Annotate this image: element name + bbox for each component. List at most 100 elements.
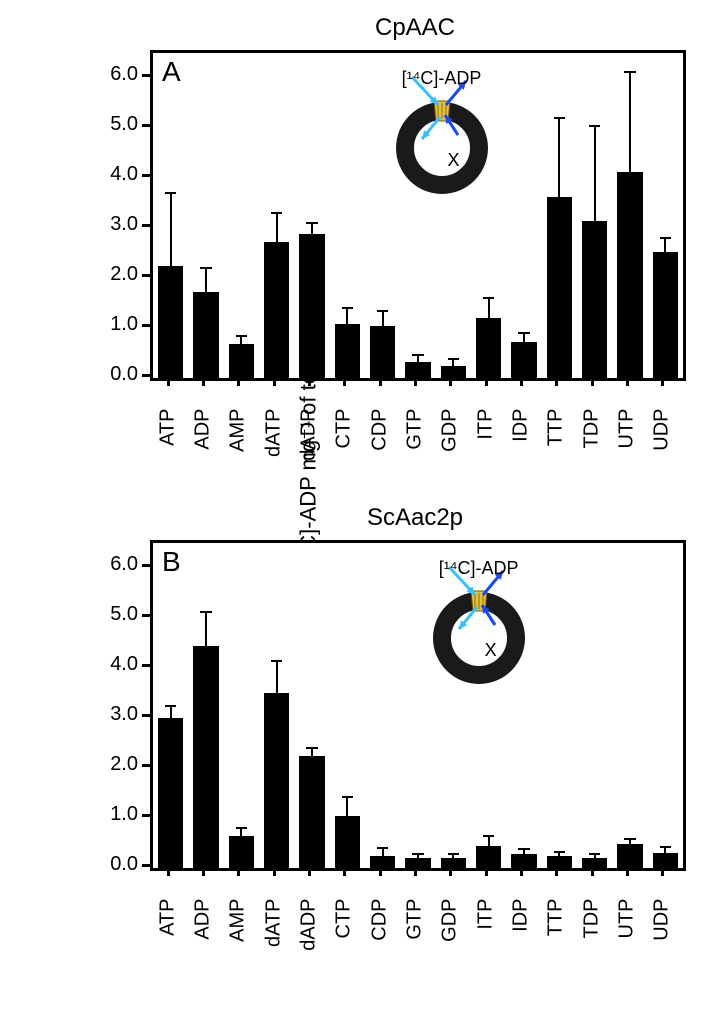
bar-TDP <box>582 221 607 379</box>
bar-dADP <box>299 234 324 378</box>
y-tick <box>142 764 150 767</box>
error-cap <box>236 827 247 829</box>
x-tick-label: dATP <box>262 899 285 999</box>
y-tick <box>142 614 150 617</box>
bar-UTP <box>617 844 642 868</box>
bar-GTP <box>405 858 430 868</box>
x-tick <box>202 868 205 876</box>
y-tick <box>142 564 150 567</box>
error-cap <box>165 705 176 707</box>
x-tick <box>167 868 170 876</box>
bar-AMP <box>229 836 254 869</box>
error-bar <box>382 311 384 326</box>
bar-CDP <box>370 856 395 869</box>
y-tick-label: 5.0 <box>92 113 138 136</box>
x-tick <box>555 378 558 386</box>
error-bar <box>629 72 631 172</box>
error-cap <box>554 851 565 853</box>
x-tick <box>520 378 523 386</box>
bar-CTP <box>335 816 360 869</box>
x-tick-label: GTP <box>404 409 427 509</box>
x-tick-label: dADP <box>298 409 321 509</box>
error-cap <box>412 354 423 356</box>
x-tick-label: CTP <box>333 899 356 999</box>
y-tick-label: 2.0 <box>92 753 138 776</box>
bar-UDP <box>653 252 678 378</box>
y-tick-label: 6.0 <box>92 553 138 576</box>
bar-GDP <box>441 858 466 868</box>
y-tick-label: 0.0 <box>92 363 138 386</box>
error-cap <box>412 853 423 855</box>
x-tick-label: GDP <box>439 409 462 509</box>
x-tick <box>237 868 240 876</box>
x-tick <box>414 868 417 876</box>
x-tick <box>449 378 452 386</box>
y-tick <box>142 374 150 377</box>
x-tick <box>591 378 594 386</box>
error-cap <box>200 611 211 613</box>
x-tick <box>308 868 311 876</box>
bar-UDP <box>653 853 678 868</box>
x-tick <box>485 378 488 386</box>
y-tick <box>142 814 150 817</box>
x-tick-label: GTP <box>404 899 427 999</box>
x-tick <box>379 378 382 386</box>
inset-x-label: X <box>485 640 497 661</box>
bar-IDP <box>511 854 536 868</box>
error-cap <box>518 332 529 334</box>
bar-TDP <box>582 858 607 868</box>
error-cap <box>589 853 600 855</box>
x-tick-label: TDP <box>580 409 603 509</box>
x-tick-label: UTP <box>616 899 639 999</box>
y-tick-label: 5.0 <box>92 603 138 626</box>
error-bar <box>558 118 560 197</box>
figure: Initial uptake rate (nmol [¹⁴C]-ADP mg⁻¹… <box>0 0 728 1016</box>
x-tick-label: IDP <box>510 409 533 509</box>
bar-AMP <box>229 344 254 378</box>
error-cap <box>306 222 317 224</box>
x-tick <box>237 378 240 386</box>
panel-title: CpAAC <box>150 14 680 42</box>
bar-ATP <box>158 718 183 868</box>
bar-ITP <box>476 318 501 378</box>
x-tick-label: CTP <box>333 409 356 509</box>
bar-TTP <box>547 856 572 869</box>
y-tick-label: 3.0 <box>92 213 138 236</box>
y-tick-label: 0.0 <box>92 853 138 876</box>
y-tick-label: 1.0 <box>92 803 138 826</box>
error-bar <box>382 848 384 856</box>
panel-letter: A <box>162 56 181 88</box>
panel-title: ScAac2p <box>150 504 680 532</box>
x-tick <box>626 378 629 386</box>
error-cap <box>200 267 211 269</box>
x-tick-label: TTP <box>545 409 568 509</box>
x-tick-label: IDP <box>510 899 533 999</box>
error-cap <box>306 747 317 749</box>
x-tick <box>202 378 205 386</box>
bar-GTP <box>405 362 430 378</box>
y-tick <box>142 174 150 177</box>
error-cap <box>518 848 529 850</box>
y-tick <box>142 664 150 667</box>
error-bar <box>664 238 666 252</box>
y-tick <box>142 74 150 77</box>
y-tick-label: 4.0 <box>92 163 138 186</box>
error-bar <box>240 336 242 345</box>
error-bar <box>417 355 419 363</box>
error-cap <box>448 853 459 855</box>
x-tick <box>591 868 594 876</box>
x-tick <box>449 868 452 876</box>
error-bar <box>205 268 207 292</box>
y-tick-label: 2.0 <box>92 263 138 286</box>
error-bar <box>523 333 525 342</box>
error-bar <box>240 828 242 836</box>
error-cap <box>377 310 388 312</box>
error-bar <box>170 706 172 719</box>
x-tick-label: ATP <box>156 409 179 509</box>
bar-ATP <box>158 266 183 379</box>
x-tick-label: GDP <box>439 899 462 999</box>
error-cap <box>589 125 600 127</box>
x-tick-label: CDP <box>368 899 391 999</box>
x-tick <box>273 868 276 876</box>
error-bar <box>276 661 278 694</box>
